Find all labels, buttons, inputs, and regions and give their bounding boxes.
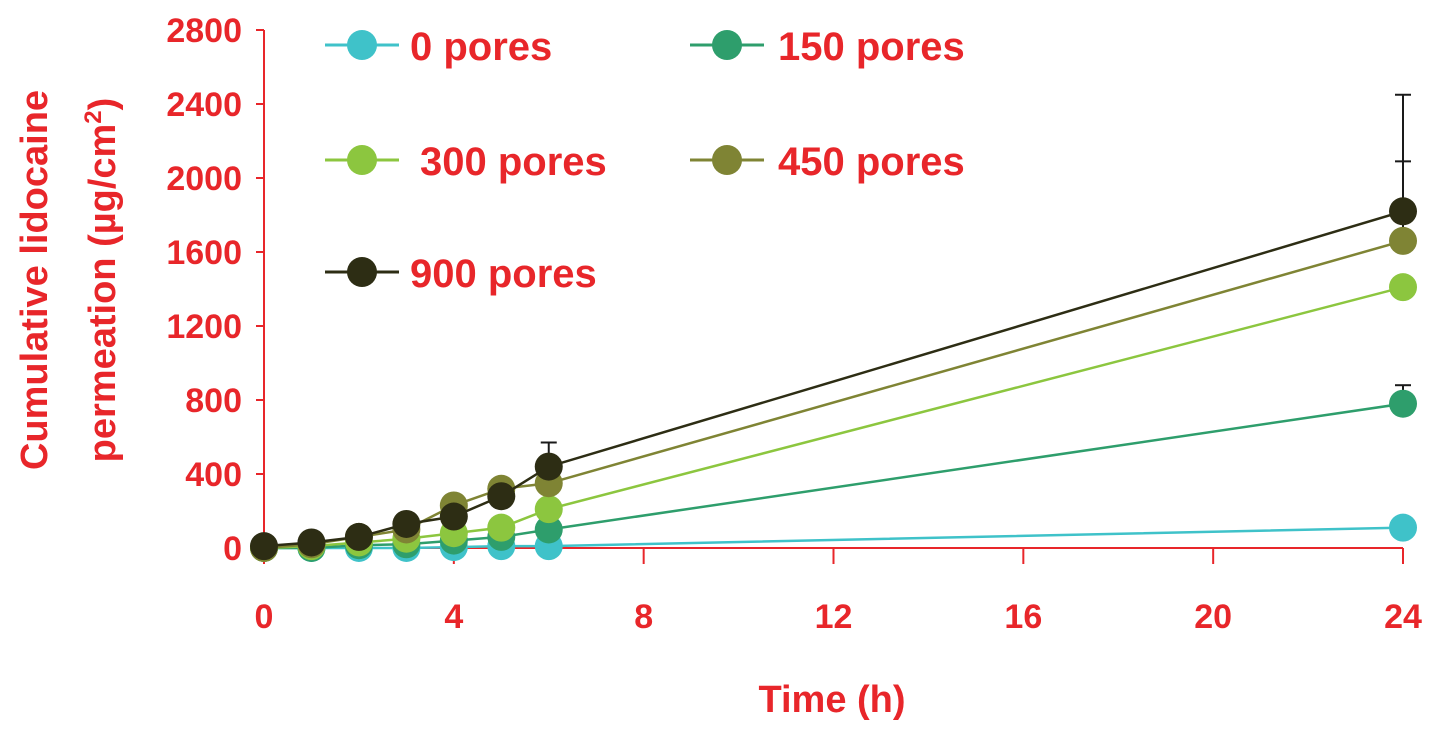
data-point	[250, 532, 278, 561]
x-tick-label: 20	[1194, 598, 1232, 636]
series-group	[250, 160, 1417, 562]
y-axis-title-line2: permeation (µg/cm2)	[80, 98, 124, 463]
series-line	[264, 402, 1404, 550]
y-tick-label: 1600	[166, 234, 242, 272]
legend-marker	[347, 30, 377, 60]
series-layer	[250, 93, 1417, 562]
y-axis-title-line1: Cumulative lidocaine	[14, 90, 56, 470]
data-point	[1389, 273, 1417, 302]
x-tick-label: 4	[444, 598, 463, 636]
y-axis-title-line2-prefix: permeation (µg/cm	[82, 124, 124, 463]
legend-label: 150 pores	[778, 25, 965, 69]
axes: 0 400 800 1200 1600 2000 2400 2800 0 4 8 12 16 20 24	[166, 12, 1422, 636]
data-point	[534, 495, 563, 524]
x-tick-label: 8	[634, 598, 653, 636]
y-tick-label: 2800	[166, 12, 242, 50]
data-point	[1389, 389, 1417, 418]
x-tick-label: 0	[255, 598, 274, 636]
data-point	[534, 515, 563, 544]
data-point	[392, 509, 421, 538]
legend-label: 450 pores	[778, 140, 965, 184]
data-point	[344, 522, 373, 551]
legend-label: 900 pores	[410, 252, 597, 296]
y-tick-label: 800	[185, 382, 242, 420]
data-point	[1389, 197, 1417, 226]
x-tick-label: 16	[1004, 598, 1042, 636]
legend-marker	[347, 257, 377, 287]
legend-item: 150 pores	[690, 25, 965, 69]
y-tick-label: 400	[185, 456, 242, 494]
y-tick-label: 2000	[166, 160, 242, 198]
legend-marker	[712, 145, 742, 175]
y-axis-title-superscript: 2	[80, 110, 107, 123]
y-axis-title-line2-suffix: )	[82, 98, 124, 111]
series-group	[250, 93, 1417, 561]
legend-item: 900 pores	[325, 252, 597, 296]
x-tick-label: 24	[1384, 598, 1422, 636]
data-point	[1389, 226, 1417, 255]
y-tick-label: 0	[223, 530, 242, 568]
legend: 0 pores 150 pores 300 pores 450 pores 900 po…	[325, 25, 965, 296]
legend-marker	[712, 30, 742, 60]
x-axis-title: Time (h)	[758, 679, 905, 721]
legend-item: 450 pores	[690, 140, 965, 184]
legend-label: 300 pores	[420, 140, 607, 184]
legend-item: 300 pores	[325, 140, 607, 184]
legend-label: 0 pores	[410, 25, 552, 69]
data-point	[487, 513, 516, 542]
data-point	[439, 502, 468, 531]
series-line	[264, 526, 1404, 550]
y-tick-label: 1200	[166, 308, 242, 346]
data-point	[297, 528, 326, 557]
series-line	[263, 285, 1404, 550]
data-point	[534, 452, 563, 481]
legend-item: 0 pores	[325, 25, 552, 69]
x-tick-label: 12	[815, 598, 853, 636]
legend-marker	[347, 145, 377, 175]
y-tick-label: 2400	[166, 86, 242, 124]
data-point	[1389, 513, 1417, 542]
data-point	[487, 482, 516, 511]
